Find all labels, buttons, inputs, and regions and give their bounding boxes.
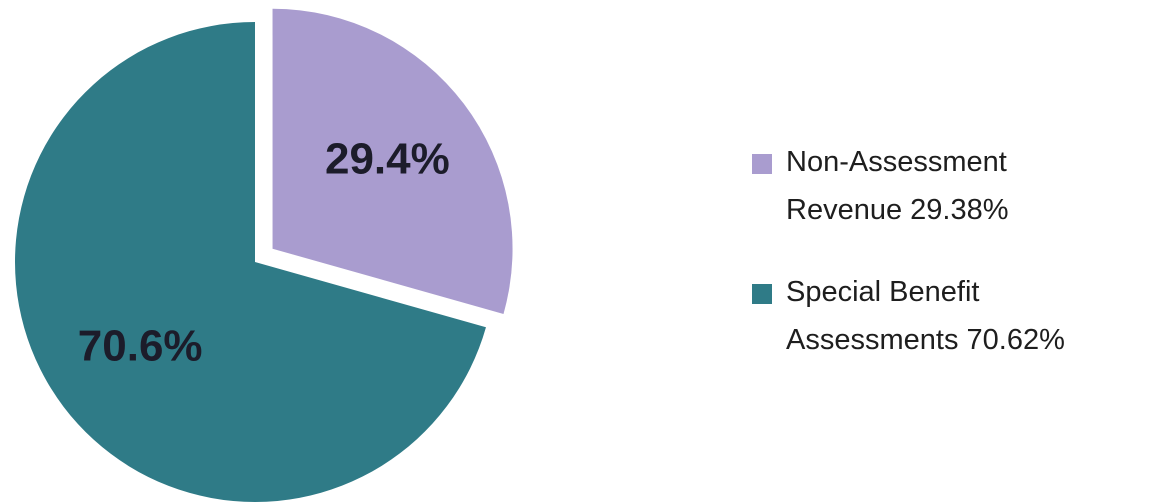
pie-slice xyxy=(272,8,513,314)
legend-label: Non-Assessment Revenue 29.38% xyxy=(786,146,1009,226)
data-label: 70.6% xyxy=(78,322,203,371)
legend-swatch xyxy=(752,154,772,174)
legend-swatch xyxy=(752,284,772,304)
data-label: 29.4% xyxy=(325,134,450,183)
legend: Non-Assessment Revenue 29.38% Special Ben… xyxy=(752,138,1076,398)
legend-item: Non-Assessment Revenue 29.38% xyxy=(752,138,1076,234)
pie-slice xyxy=(15,22,486,503)
legend-label: Special Benefit Assessments 70.62% xyxy=(786,276,1065,356)
legend-item: Special Benefit Assessments 70.62% xyxy=(752,268,1076,364)
